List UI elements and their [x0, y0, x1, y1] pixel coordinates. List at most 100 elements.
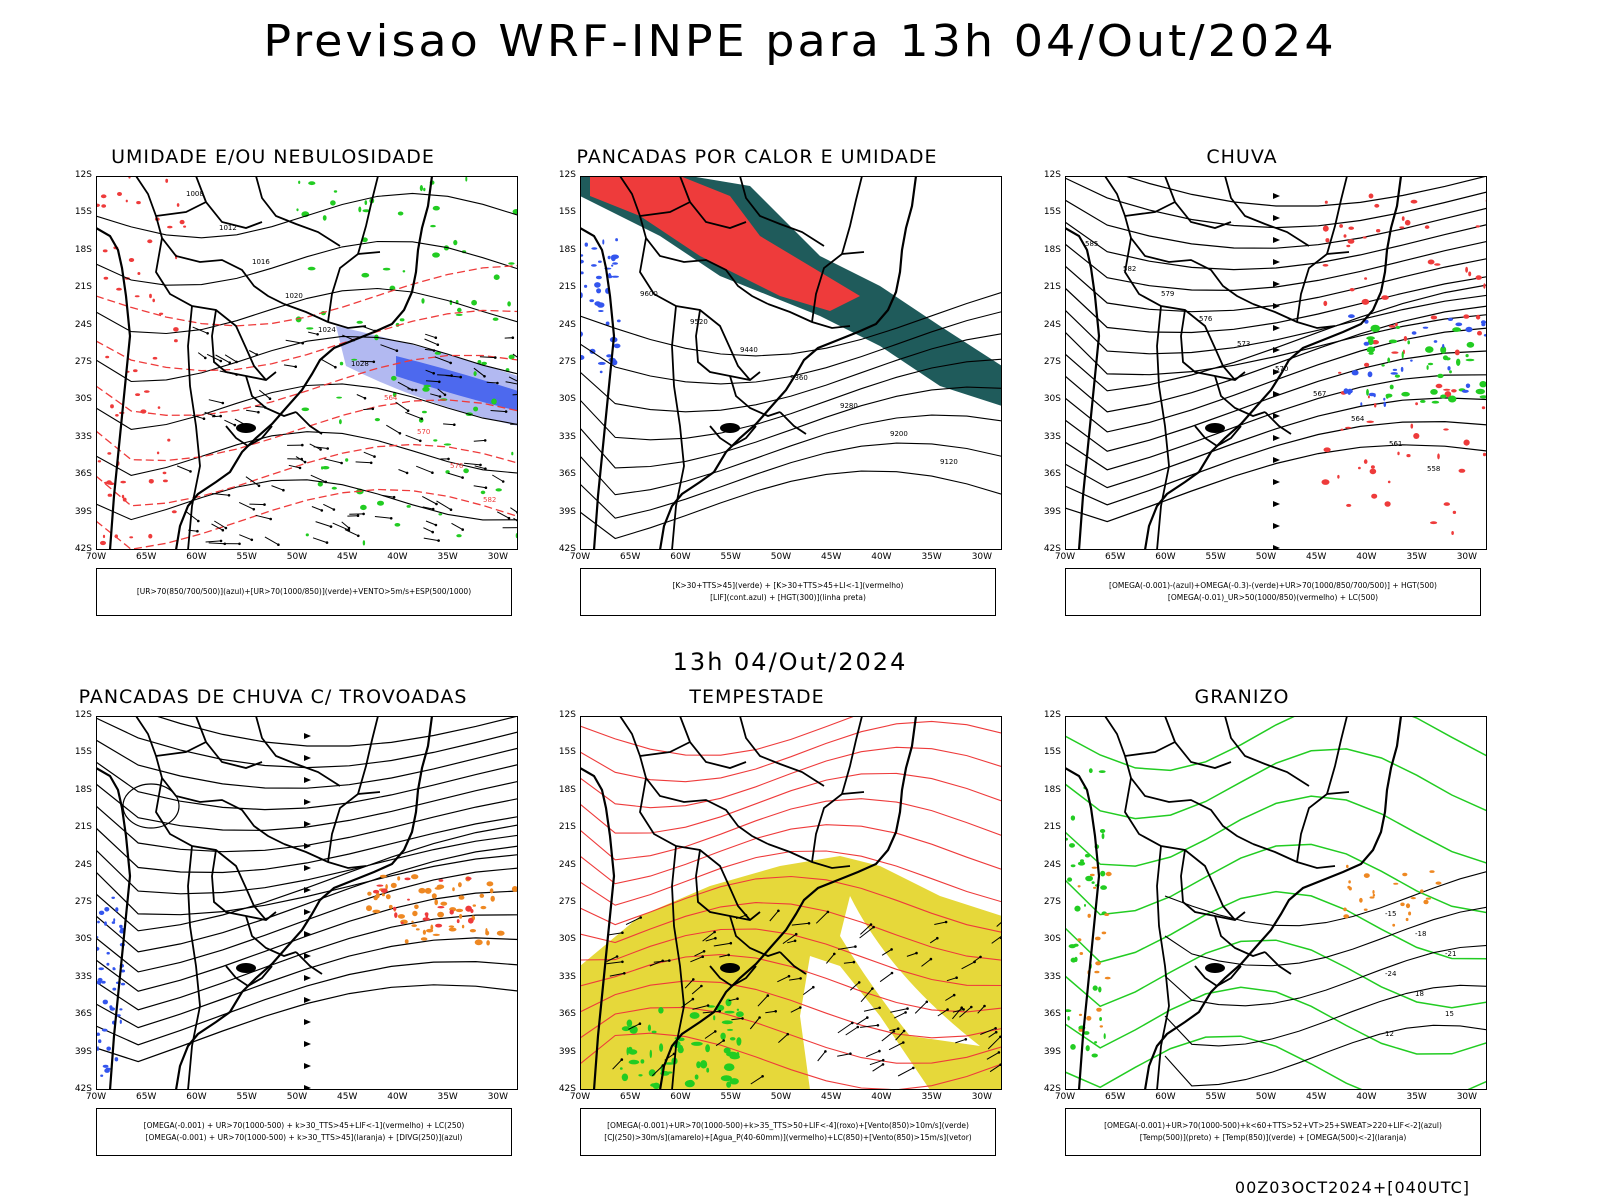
streamline	[96, 914, 518, 1011]
legend-line: [LIF](cont.azul) + [HGT(300)](linha pret…	[710, 593, 866, 602]
field-blob	[1408, 911, 1412, 916]
field-blob	[1388, 325, 1396, 328]
field-blob	[1340, 428, 1344, 431]
field-blob	[345, 458, 349, 462]
field-blob	[104, 1068, 110, 1073]
wind-arrow	[888, 1042, 904, 1051]
wind-arrow	[889, 1028, 899, 1032]
field-blob	[455, 313, 463, 316]
field-blob	[432, 205, 440, 211]
country-border	[639, 201, 691, 217]
field-blob	[1101, 931, 1107, 935]
field-blob	[117, 192, 122, 196]
lon-tick-label: 60W	[1155, 552, 1176, 562]
field-blob	[430, 924, 434, 931]
field-blob	[96, 1046, 99, 1051]
contour-line	[96, 264, 518, 327]
lon-tick-label: 70W	[85, 1092, 107, 1102]
country-border	[811, 251, 865, 323]
wind-arrow	[332, 522, 349, 531]
field-blob	[1363, 341, 1370, 346]
contour-line	[96, 479, 518, 521]
lat-tick-label: 12S	[1043, 170, 1061, 180]
streamline	[96, 739, 518, 789]
field-blob	[1370, 465, 1375, 469]
field-blob	[407, 898, 410, 901]
field-blob	[448, 927, 457, 932]
lat-tick-label: 24S	[74, 319, 92, 330]
field-blob	[296, 208, 299, 212]
field-blob	[415, 928, 420, 931]
field-blob	[1401, 216, 1405, 221]
field-blob	[1093, 886, 1097, 889]
field-blob	[107, 452, 112, 455]
contour-label: 12	[1385, 1030, 1394, 1038]
panel-granizo: GRANIZO 12S 15S 18S 21S 24S 27S 30S 33S 36S 39S 42S…	[1027, 686, 1487, 1156]
contour-line	[1164, 984, 1487, 1047]
field-blob	[1094, 936, 1101, 941]
field-blob	[1440, 394, 1447, 399]
wind-arrow	[363, 451, 375, 458]
country-border	[679, 176, 747, 229]
wind-arrow	[407, 388, 417, 391]
field-blob	[725, 998, 732, 1007]
lat-tick-label: 39S	[74, 506, 92, 517]
field-blob	[1443, 502, 1450, 506]
country-border	[695, 309, 761, 381]
field-blob	[1096, 1007, 1102, 1012]
field-blob	[165, 178, 169, 183]
wind-arrow	[612, 1059, 623, 1070]
country-border	[709, 425, 757, 448]
field-blob	[469, 929, 476, 933]
wind-arrow	[312, 537, 328, 544]
field-blob	[1078, 1028, 1084, 1032]
field-blob	[107, 493, 113, 497]
country-border	[1156, 845, 1170, 1090]
field-blob	[1410, 897, 1416, 900]
field-blob	[1388, 339, 1398, 344]
field-blob	[729, 1037, 736, 1041]
contour-line	[580, 716, 857, 756]
field-blob	[458, 914, 463, 919]
wind-arrow	[285, 339, 303, 344]
field-blob	[380, 888, 388, 893]
lat-tick-label: 30S	[74, 934, 92, 945]
lat-tick-label: 30S	[1043, 934, 1061, 945]
field-blob	[1401, 351, 1404, 359]
wind-arrow	[765, 1010, 776, 1014]
field-blob	[723, 1063, 735, 1071]
wind-arrow	[906, 952, 917, 957]
lat-tick-label: 39S	[558, 506, 576, 517]
lat-tick-label: 39S	[1043, 506, 1061, 517]
temp850-green	[1065, 716, 1487, 1090]
wind-arrow	[690, 956, 703, 963]
contour-label: 570	[417, 428, 430, 436]
contour-line	[580, 954, 1002, 1013]
contour-line	[96, 431, 518, 476]
lon-tick-label: 50W	[1255, 552, 1277, 562]
field-blob	[640, 1059, 645, 1064]
field-blob	[473, 406, 479, 412]
field-blob	[148, 533, 153, 539]
field-blob	[1479, 381, 1487, 388]
lon-tick-label: 35W	[437, 552, 458, 562]
field-blob	[456, 534, 462, 538]
field-blob	[598, 310, 604, 312]
field-blob	[611, 254, 619, 260]
field-blob	[1399, 226, 1405, 229]
field-blob	[1104, 913, 1110, 916]
wind-arrow	[989, 1064, 1001, 1073]
field-blob	[667, 1071, 673, 1074]
field-blob	[98, 967, 104, 971]
wind-arrow	[692, 1005, 709, 1010]
lon-tick-label: 60W	[670, 1092, 691, 1102]
legend-line: [OMEGA(-0.001) + UR>70(1000-500) + k>30_…	[145, 1133, 463, 1142]
wind-arrow	[704, 1030, 716, 1039]
field-blob	[1094, 970, 1100, 974]
field-blob	[726, 1081, 732, 1088]
contour-label: 1012	[219, 224, 237, 232]
field-blob	[1429, 870, 1435, 873]
lat-tick-label: 36S	[74, 469, 92, 480]
lon-tick-label: 45W	[1306, 1092, 1327, 1102]
field-blob	[1389, 384, 1394, 390]
